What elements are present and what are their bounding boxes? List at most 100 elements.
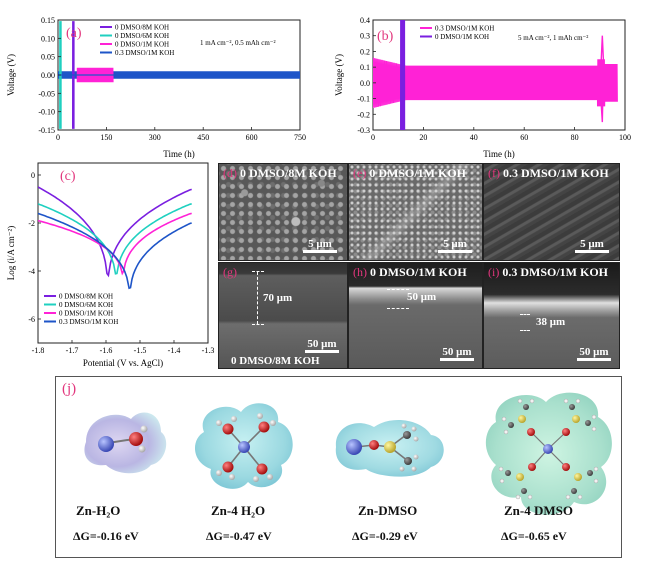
panel-b-spike: [600, 35, 605, 123]
panel-b-xtick-label: 60: [520, 133, 528, 142]
molecule-dg-3: ΔG=-0.29 eV: [352, 529, 418, 543]
panel-a-ytick-label: 0.00: [41, 71, 55, 80]
molecule-dg-4: ΔG=-0.65 eV: [501, 529, 567, 543]
panel-a-xtick-label: 0: [56, 133, 60, 142]
panel-c-xtick-label: -1.7: [66, 346, 79, 355]
molecule-zn-4dmso: [485, 392, 612, 515]
panel-b-xtick-label: 0: [371, 133, 375, 142]
panel-a-xlabel: Time (h): [163, 149, 194, 159]
molecule-dg-2: ΔG=-0.47 eV: [206, 529, 272, 543]
panel-b-ytick-label: 0.0: [360, 79, 370, 88]
panel-b-ylabel: Voltage (V): [334, 54, 344, 96]
sem-scale-d: 5 μm: [303, 238, 337, 254]
panel-b-series-line: [405, 59, 618, 107]
molecule-name-2: Zn-4 H₂O: [211, 503, 266, 518]
sem-label-g: 0 DMSO/8M KOH: [231, 355, 320, 367]
sem-image-h: (h) 0 DMSO/1M KOH 50 μm 50 μm: [348, 262, 483, 369]
panel-a-annotation: 1 mA cm⁻², 0.5 mAh cm⁻²: [200, 39, 276, 47]
sem-image-d: (d) 0 DMSO/8M KOH 5 μm: [218, 163, 348, 261]
panel-c-xtick-label: -1.6: [100, 346, 113, 355]
sem-label-h: (h) 0 DMSO/1M KOH: [353, 265, 467, 279]
thickness-marker-h: [387, 289, 409, 309]
panel-j-letter: (j): [62, 381, 77, 397]
molecule-zn-4h2o: [194, 403, 293, 489]
molecule-zn-h2o: [84, 412, 167, 474]
panel-a-ytick-label: -0.05: [38, 89, 55, 98]
sem-scale-i: 50 μm: [577, 346, 611, 362]
sem-image-g: (g) 70 μm 50 μm 0 DMSO/8M KOH: [218, 262, 348, 369]
panel-a-ytick-label: 0.15: [41, 16, 55, 25]
panel-c-chart: -1.8 -1.7 -1.6 -1.5 -1.4 -1.3 0 -2 -4 -6 (c) Pote…: [6, 162, 215, 368]
panel-c-letter: (c): [60, 169, 76, 184]
molecule-name-1: Zn-H₂O: [76, 503, 121, 518]
panel-b-ytick-label: 0.1: [360, 63, 370, 72]
sem-image-f: (f) 0.3 DMSO/1M KOH 5 μm: [483, 163, 620, 261]
panel-b-legend-label: 0 DMSO/1M KOH: [435, 33, 489, 41]
panel-c-legend-label: 0 DMSO/6M KOH: [59, 301, 113, 309]
panel-c-xtick-label: -1.3: [202, 346, 215, 355]
panel-j: (j): [55, 376, 622, 558]
panel-b-ytick-label: 0.3: [360, 32, 370, 41]
panel-a-ylabel: Voltage (V): [6, 54, 16, 96]
panel-b-xtick-label: 40: [470, 133, 478, 142]
panel-b-xlabel: Time (h): [483, 149, 514, 159]
panel-a-legend-label: 0 DMSO/1M KOH: [115, 41, 169, 49]
thickness-bottom-g: [252, 324, 264, 325]
sem-label-e: (e) 0 DMSO/1M KOH: [353, 166, 466, 180]
thickness-marker-i: [520, 314, 530, 331]
panel-a-xtick-label: 450: [197, 133, 209, 142]
thickness-label-g: 70 μm: [263, 292, 293, 304]
panel-c-xlabel: Potential (V vs. AgCl): [83, 358, 163, 368]
panel-c-series-line: [38, 212, 192, 276]
panel-b-annotation: 5 mA cm⁻², 1 mAh cm⁻²: [518, 34, 588, 42]
panel-b-xtick-label: 100: [619, 133, 631, 142]
sem-label-g-letter: (g): [223, 265, 237, 279]
panel-a-series-line: [72, 21, 75, 129]
panel-b-xtick-label: 80: [571, 133, 579, 142]
panel-a-legend-label: 0 DMSO/6M KOH: [115, 32, 169, 40]
panel-b-letter: (b): [377, 29, 394, 44]
molecule-name-3: Zn-DMSO: [358, 503, 418, 518]
panel-a-xtick-label: 600: [246, 133, 258, 142]
panel-a-ytick-label: -0.15: [38, 126, 55, 135]
panel-a-chart: 0 150 300 450 600 750 0.15 0.10 0.05 0.00 -0.05 -0.…: [6, 16, 306, 159]
panel-a-ytick-label: 0.05: [41, 53, 55, 62]
sem-scale-f: 5 μm: [575, 238, 609, 254]
panel-c-ylabel: Log (i/A cm⁻²): [6, 226, 16, 280]
panel-a-ytick-label: -0.10: [38, 108, 55, 117]
panel-a-legend-label: 0.3 DMSO/1M KOH: [115, 49, 174, 57]
panel-c-xtick-label: -1.4: [168, 346, 181, 355]
sem-scale-h: 50 μm: [440, 346, 474, 362]
thickness-label-h: 50 μm: [407, 291, 437, 303]
sem-label-i: (i) 0.3 DMSO/1M KOH: [488, 265, 608, 279]
sem-image-e: (e) 0 DMSO/1M KOH 5 μm: [348, 163, 483, 261]
sem-scale-g: 50 μm: [305, 338, 339, 354]
thickness-top-g: [252, 271, 264, 272]
panel-b-xtick-label: 20: [419, 133, 427, 142]
molecule-illustrations: [84, 392, 612, 515]
panel-a-letter: (a): [66, 26, 82, 41]
panel-c-ytick-label: -6: [28, 315, 35, 324]
panel-b-ytick-label: -0.1: [357, 95, 370, 104]
panel-c-series-line: [38, 203, 192, 275]
panel-c-legend-label: 0 DMSO/8M KOH: [59, 293, 113, 301]
thickness-label-i: 38 μm: [536, 316, 566, 328]
molecule-zn-dmso: [335, 420, 444, 477]
panel-a-series-line: [76, 67, 114, 83]
panel-c-xtick-label: -1.8: [32, 346, 45, 355]
panel-a-xtick-label: 300: [149, 133, 161, 142]
panel-b-ytick-label: -0.2: [357, 110, 370, 119]
panel-c-xtick-label: -1.5: [134, 346, 147, 355]
panel-a-ytick-label: 0.10: [41, 34, 55, 43]
panel-a-xtick-label: 750: [294, 133, 306, 142]
molecule-name-4: Zn-4 DMSO: [504, 503, 573, 518]
panel-c-series-line: [38, 186, 192, 278]
sem-scale-e: 5 μm: [438, 238, 472, 254]
panel-b-ytick-label: -0.3: [357, 126, 370, 135]
panel-b-ytick-label: 0.2: [360, 47, 370, 56]
panel-b-ytick-label: 0.4: [360, 16, 370, 25]
molecule-dg-1: ΔG=-0.16 eV: [73, 529, 139, 543]
sem-label-f: (f) 0.3 DMSO/1M KOH: [488, 166, 609, 180]
panel-c-ytick-label: 0: [31, 171, 35, 180]
